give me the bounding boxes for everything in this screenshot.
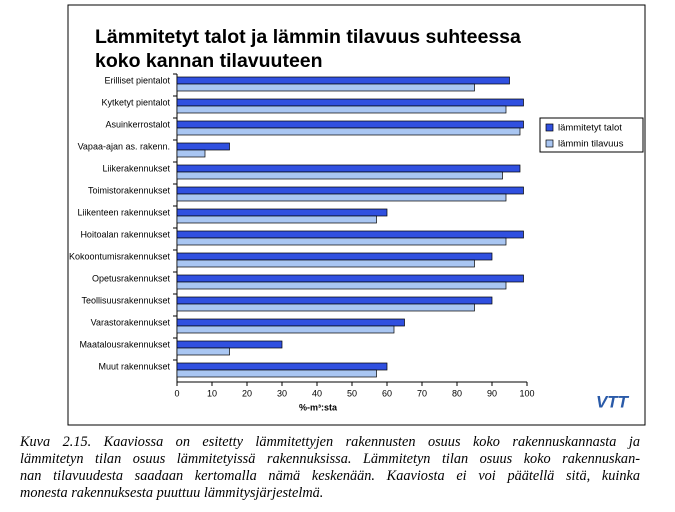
legend-swatch (545, 123, 554, 132)
bar (176, 296, 493, 305)
bar (176, 274, 524, 283)
caption-line: Kuva 2.15. Kaaviossa on esitetty lämmite… (20, 434, 640, 450)
bar (176, 318, 405, 327)
y-tick-label: Asuinkerrostalot (105, 119, 170, 129)
bar (176, 98, 524, 107)
chart-title: koko kannan tilavuuteen (95, 50, 323, 72)
bar (176, 215, 377, 224)
bar (176, 193, 507, 202)
bar (176, 237, 507, 246)
bar (176, 362, 388, 371)
bar (176, 76, 510, 85)
caption-line: lämmitetyn tilan osuus lämmitetyissä rak… (20, 451, 640, 467)
y-tick-label: Kokoontumisrakennukset (69, 251, 171, 261)
x-tick-label: 70 (417, 388, 427, 398)
bar (176, 230, 524, 239)
bar (176, 83, 475, 92)
x-tick-label: 30 (277, 388, 287, 398)
y-tick-label: Erilliset pientalot (104, 75, 170, 85)
y-tick-label: Kytketyt pientalot (101, 97, 170, 107)
y-tick-label: Teollisuusrakennukset (81, 295, 170, 305)
x-tick-label: 60 (382, 388, 392, 398)
bar (176, 105, 507, 114)
bar (176, 303, 475, 312)
x-tick-label: 10 (207, 388, 217, 398)
bar (176, 340, 283, 349)
x-tick-label: 100 (519, 388, 534, 398)
y-tick-label: Varastorakennukset (91, 317, 171, 327)
bar (176, 164, 521, 173)
bar (176, 281, 507, 290)
y-tick-label: Hoitoalan rakennukset (80, 229, 170, 239)
y-tick-label: Muut rakennukset (98, 361, 170, 371)
logo: VTT (596, 392, 630, 411)
x-tick-label: 20 (242, 388, 252, 398)
y-tick-label: Opetusrakennukset (92, 273, 171, 283)
y-tick-label: Liikenteen rakennukset (77, 207, 170, 217)
chart-title: Lämmitetyt talot ja lämmin tilavuus suht… (95, 26, 521, 48)
bar (176, 369, 377, 378)
legend-swatch (545, 139, 554, 148)
bar (176, 252, 493, 261)
legend-label: lämmitetyt talot (558, 123, 622, 134)
y-tick-label: Vapaa-ajan as. rakenn. (78, 141, 170, 151)
bar (176, 120, 524, 129)
x-axis-label: %-m³:sta (299, 402, 338, 412)
legend-label: lämmin tilavuus (558, 139, 624, 150)
chart: Lämmitetyt talot ja lämmin tilavuus suht… (67, 4, 646, 426)
y-tick-label: Maatalousrakennukset (79, 339, 170, 349)
bar (176, 127, 521, 136)
x-tick-label: 90 (487, 388, 497, 398)
y-tick-label: Liikerakennukset (102, 163, 170, 173)
x-tick-label: 50 (347, 388, 357, 398)
legend (539, 117, 644, 153)
bar (176, 347, 230, 356)
bar (176, 171, 503, 180)
bar (176, 149, 206, 158)
bar (176, 186, 524, 195)
bar (176, 208, 388, 217)
x-tick-label: 80 (452, 388, 462, 398)
y-tick-label: Toimistorakennukset (88, 185, 171, 195)
caption-line: monesta rakennuksesta puuttuu lämmitysjä… (20, 485, 324, 501)
x-tick-label: 40 (312, 388, 322, 398)
bar (176, 142, 230, 151)
caption: Kuva 2.15. Kaaviossa on esitetty lämmite… (20, 434, 640, 502)
bar (176, 325, 395, 334)
caption-line: nan tilavuudesta saadaan kertomalla nämä… (20, 468, 640, 484)
x-tick-label: 0 (174, 388, 179, 398)
bar (176, 259, 475, 268)
